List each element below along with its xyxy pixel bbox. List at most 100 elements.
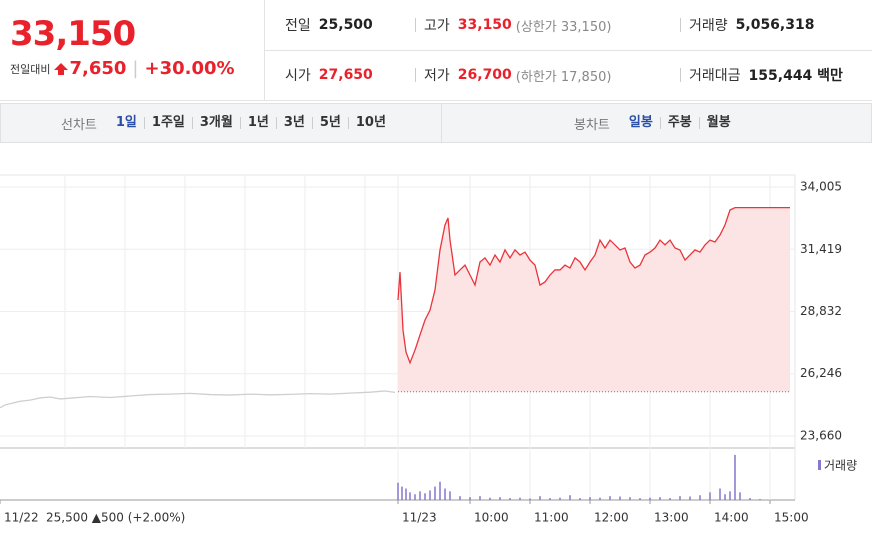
volume-bar <box>479 496 481 500</box>
x-tick-label: 13:00 <box>654 511 689 525</box>
stat-value: 5,056,318 <box>735 17 815 33</box>
volume-bar <box>729 491 731 500</box>
volume-bar <box>414 494 416 500</box>
volume-bar <box>734 454 736 500</box>
volume-bar <box>609 496 611 500</box>
volume-bar <box>519 497 521 500</box>
tab[interactable]: 주봉 <box>659 116 699 129</box>
stat-label: 시가 <box>285 68 311 84</box>
price-box: 33,150 전일대비 7,650 | +30.00% <box>0 0 265 100</box>
line-tabs: 선차트 1일 1주일 3개월 1년 3년 5년 10년 <box>61 104 393 142</box>
up-icon <box>54 62 69 75</box>
stat-value: 26,700 <box>457 67 512 83</box>
tab-group-label: 선차트 <box>61 117 97 133</box>
tab[interactable]: 월봉 <box>698 116 738 129</box>
x-tick-label: 14:00 <box>714 511 749 525</box>
volume-bar <box>629 497 631 500</box>
stat-extra: (상한가 33,150) <box>515 19 612 35</box>
stat-label: 거래량 <box>689 18 728 34</box>
volume-bar <box>419 491 421 500</box>
stat-label: 전일 <box>285 18 311 34</box>
area <box>398 207 790 392</box>
volume-bar <box>549 498 551 500</box>
volume-bar <box>444 488 446 500</box>
stats-row: 전일 25,500 고가 33,150 (상한가 33,150) 거래량 5,056,3… <box>265 0 872 51</box>
tab[interactable]: 1일 <box>115 115 137 130</box>
volume-bar <box>669 498 671 500</box>
stat-value: 25,500 <box>318 17 373 33</box>
volume-bar <box>439 481 441 500</box>
chart-tabs: 선차트 1일 1주일 3개월 1년 3년 5년 10년 봉차트 일봉 주봉 월봉 <box>0 103 872 143</box>
tab[interactable]: 10년 <box>347 116 393 129</box>
x-tick-label: 15:00 <box>774 511 809 525</box>
legend-swatch <box>818 460 821 470</box>
volume-bar <box>424 493 426 500</box>
current-price: 33,150 <box>10 14 136 54</box>
volume-bar <box>509 498 511 500</box>
volume-bar <box>449 491 451 500</box>
stat: 거래량 5,056,318 <box>680 0 814 50</box>
stat-value: 33,150 <box>457 17 512 33</box>
tab[interactable]: 5년 <box>311 116 348 129</box>
stat: 저가 26,700 (하한가 17,850) <box>415 50 611 100</box>
volume-bar <box>719 488 721 500</box>
volume-bar <box>739 492 741 500</box>
volume-bar <box>579 498 581 500</box>
change-label: 전일대비 <box>10 62 51 76</box>
volume-bar <box>679 496 681 500</box>
stat: 거래대금 155,444 백만 <box>680 50 843 100</box>
x-tick-label: 10:00 <box>474 511 509 525</box>
change-rate: +30.00% <box>144 58 235 79</box>
volume-bar <box>619 496 621 500</box>
volume-bar <box>659 497 661 500</box>
tab[interactable]: 3개월 <box>191 116 240 129</box>
x-tick-label: 11:00 <box>534 511 569 525</box>
volume-bar <box>469 497 471 500</box>
volume-bar <box>499 497 501 500</box>
volume-bar <box>397 482 399 500</box>
volume-bar <box>429 490 431 500</box>
volume-bar <box>559 497 561 500</box>
stats-row: 시가 27,650 저가 26,700 (하한가 17,850) 거래대금 155,44… <box>265 50 872 100</box>
volume-bar <box>759 499 761 500</box>
stat: 시가 27,650 <box>285 50 373 100</box>
volume-bar <box>709 492 711 500</box>
tab[interactable]: 3년 <box>275 116 312 129</box>
volume-bar <box>539 496 541 500</box>
prev-day-label: 25,500 ▲500 (+2.00%) <box>46 511 185 525</box>
volume-bar <box>724 494 726 500</box>
x-tick-label: 11/23 <box>402 511 437 525</box>
quote-header: 33,150 전일대비 7,650 | +30.00% 전일 25,500 고가 3… <box>0 0 872 101</box>
x-tick-label: 12:00 <box>594 511 629 525</box>
price-line <box>0 390 396 409</box>
volume-bar <box>405 488 407 500</box>
volume-bar <box>749 498 751 500</box>
stat: 고가 33,150 (상한가 33,150) <box>415 0 611 50</box>
volume-bar <box>401 486 403 500</box>
stat: 전일 25,500 <box>285 0 373 50</box>
volume-bar <box>639 498 641 500</box>
y-tick-label: 31,419 <box>800 242 842 256</box>
tab[interactable]: 1주일 <box>143 116 192 129</box>
stat-extra: (하한가 17,850) <box>515 69 612 85</box>
volume-bar <box>649 497 651 500</box>
volume-bar <box>459 496 461 500</box>
tab[interactable]: 일봉 <box>628 115 653 130</box>
y-tick-label: 28,832 <box>800 304 842 318</box>
change: 전일대비 7,650 | +30.00% <box>10 58 235 79</box>
volume-bar <box>489 497 491 500</box>
y-tick-label: 34,005 <box>800 180 842 194</box>
tab[interactable]: 1년 <box>239 116 276 129</box>
candle-tabs: 봉차트 일봉 주봉 월봉 <box>574 104 738 142</box>
change-value: 7,650 <box>69 58 127 79</box>
y-tick-label: 26,246 <box>800 366 842 380</box>
volume-bar <box>434 486 436 500</box>
x-tick-label: 11/22 <box>4 511 39 525</box>
stat-label: 고가 <box>424 18 450 34</box>
volume-bar <box>569 495 571 500</box>
y-tick-label: 23,660 <box>800 428 842 442</box>
volume-bar <box>529 498 531 500</box>
stat-value: 155,444 백만 <box>748 68 843 84</box>
